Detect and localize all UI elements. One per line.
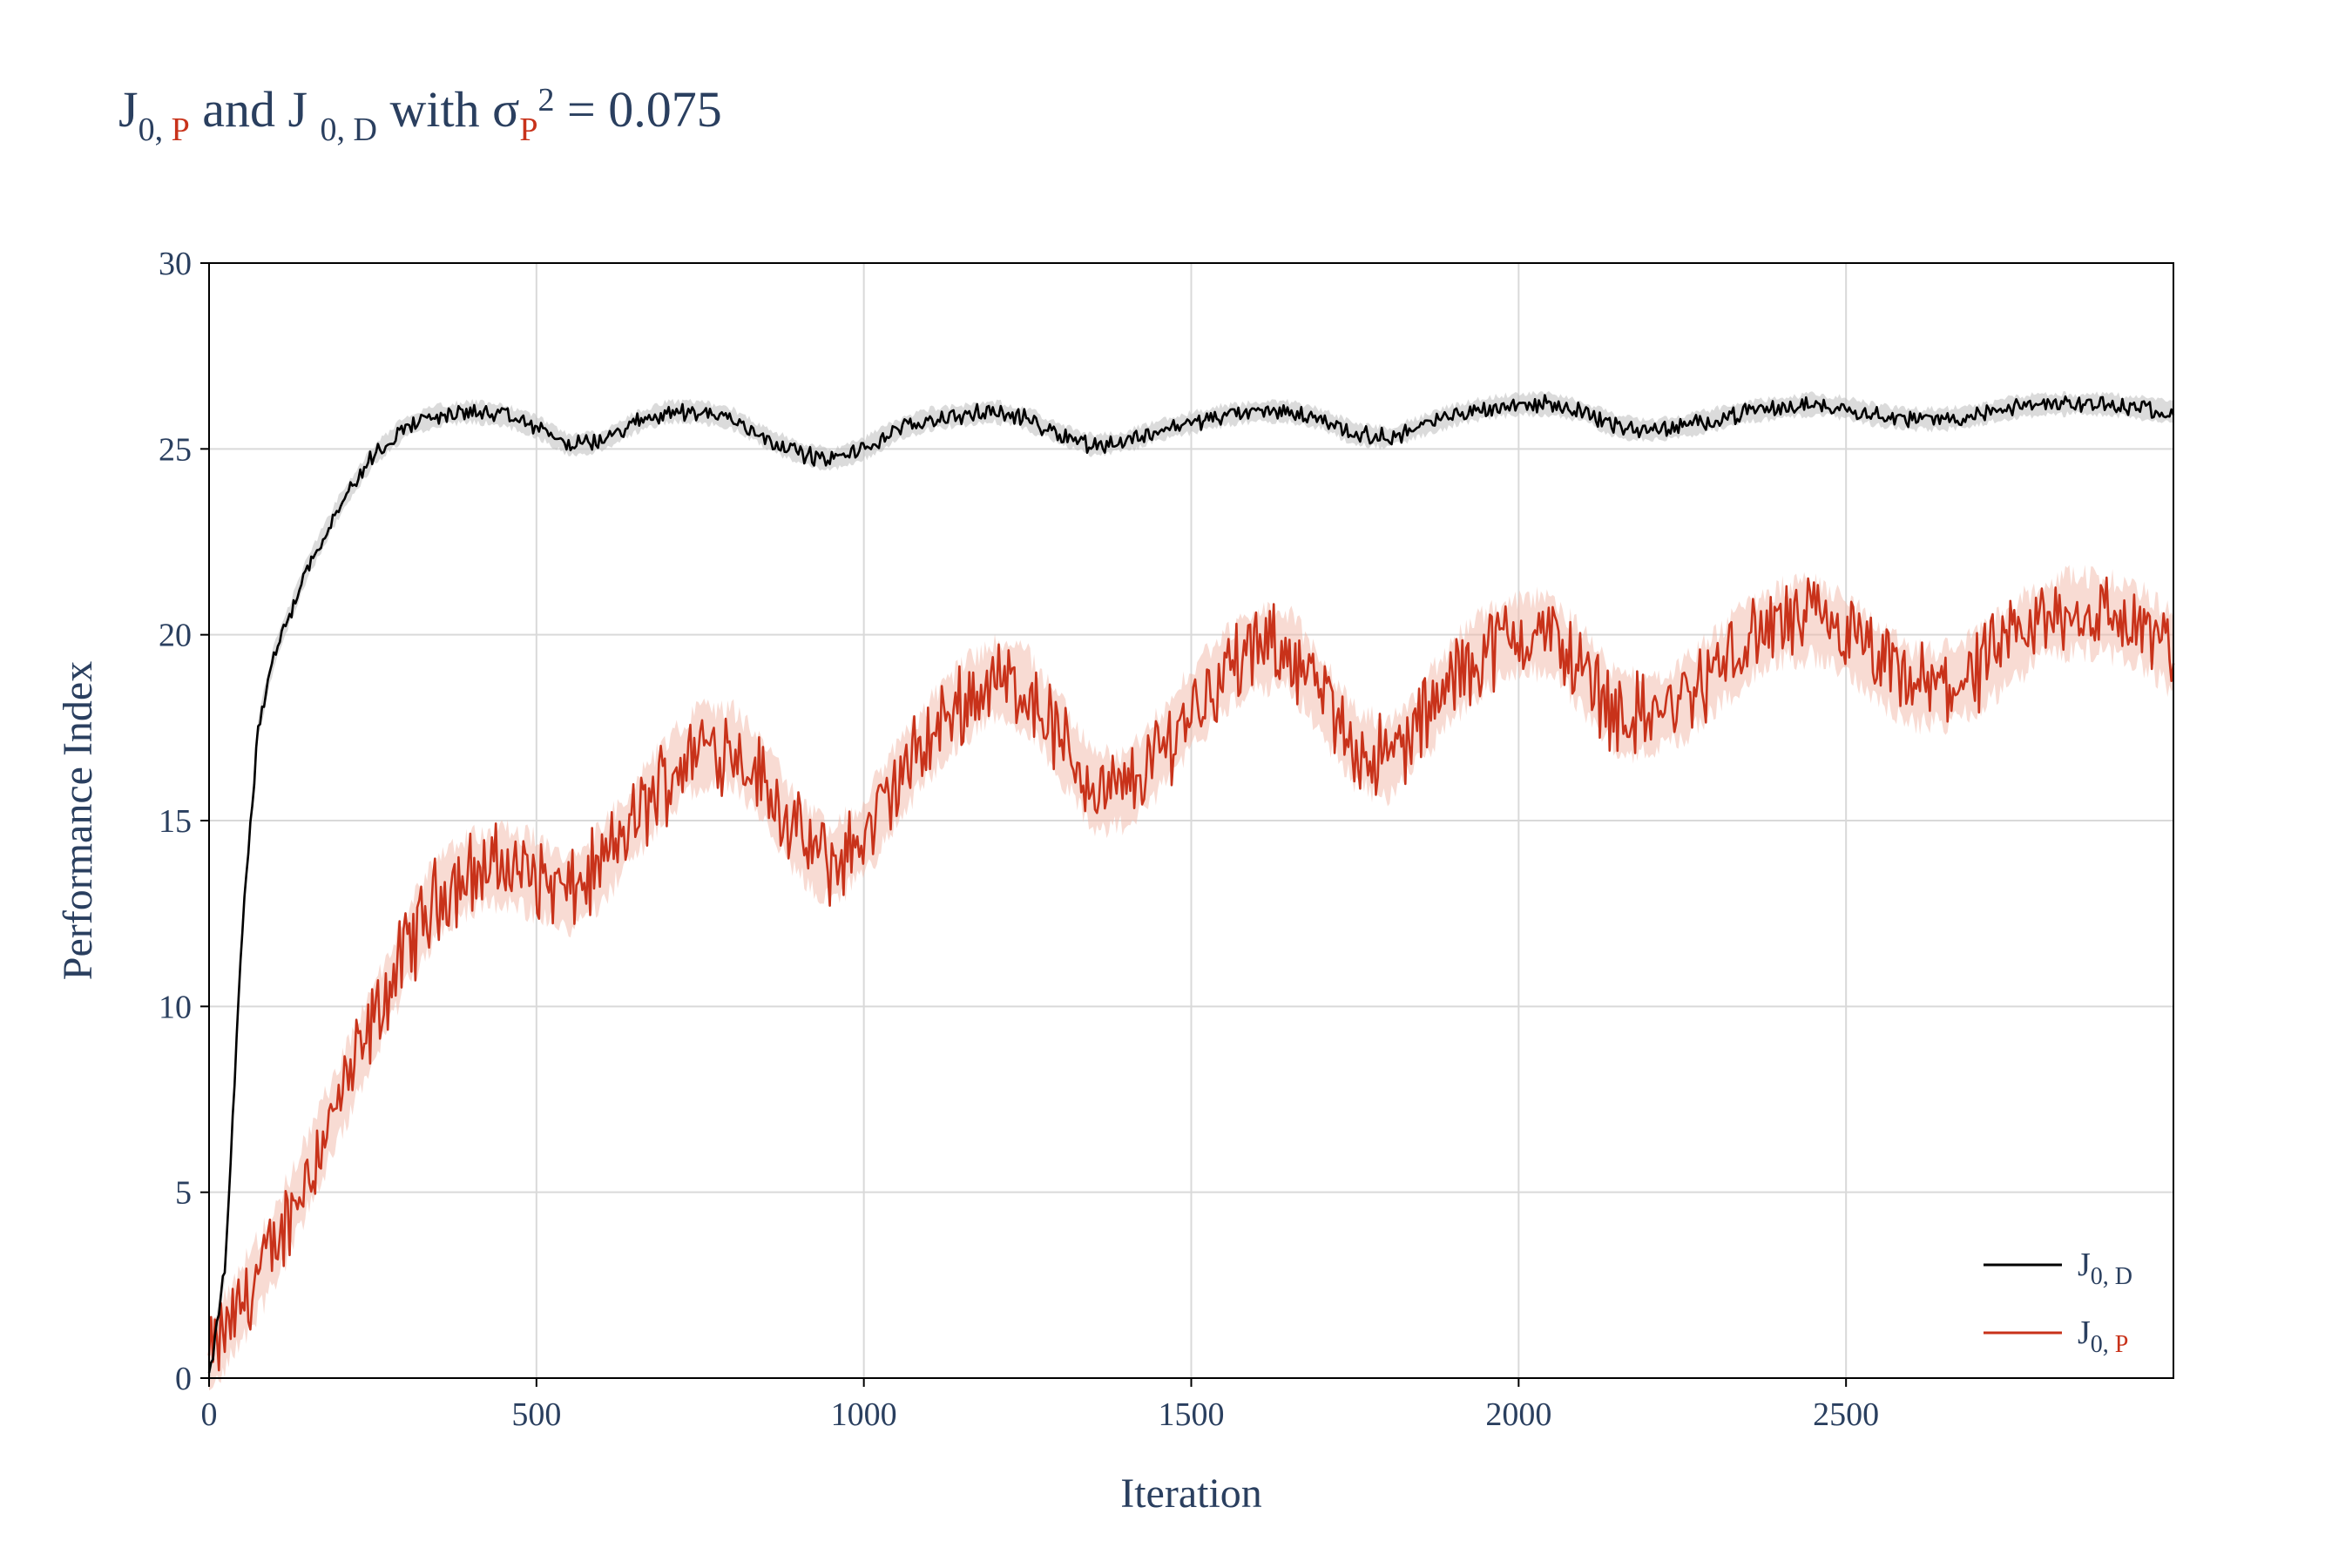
series-lines [207, 394, 2175, 1374]
x-axis-title: Iteration [1120, 1470, 1262, 1517]
legend-label-d: J0, D [2078, 1247, 2132, 1290]
y-tick-label: 5 [175, 1175, 192, 1212]
y-axis: 0 5 10 15 20 25 30 [159, 246, 209, 1397]
x-tick-label: 1500 [1159, 1396, 1225, 1433]
y-tick-label: 25 [159, 431, 192, 468]
legend: J0, D J0, P [1984, 1247, 2132, 1358]
x-tick-label: 0 [201, 1396, 218, 1433]
y-axis-title: Performance Index [55, 661, 101, 981]
series-band-p [209, 564, 2173, 1391]
x-tick-label: 2000 [1485, 1396, 1551, 1433]
series-line-d [207, 394, 2175, 1374]
x-axis: 0 500 1000 1500 2000 2500 [201, 1378, 1879, 1433]
x-tick-label: 500 [511, 1396, 561, 1433]
chart-title: J0, P and J 0, D with σP2 = 0.075 [118, 81, 722, 148]
y-tick-label: 0 [175, 1361, 192, 1397]
confidence-bands [209, 390, 2173, 1391]
y-tick-label: 15 [159, 803, 192, 840]
x-tick-label: 1000 [831, 1396, 897, 1433]
series-line-p [207, 576, 2175, 1372]
x-tick-label: 2500 [1813, 1396, 1879, 1433]
legend-label-p: J0, P [2078, 1315, 2128, 1358]
y-tick-label: 20 [159, 618, 192, 654]
y-tick-label: 30 [159, 246, 192, 282]
y-tick-label: 10 [159, 989, 192, 1025]
